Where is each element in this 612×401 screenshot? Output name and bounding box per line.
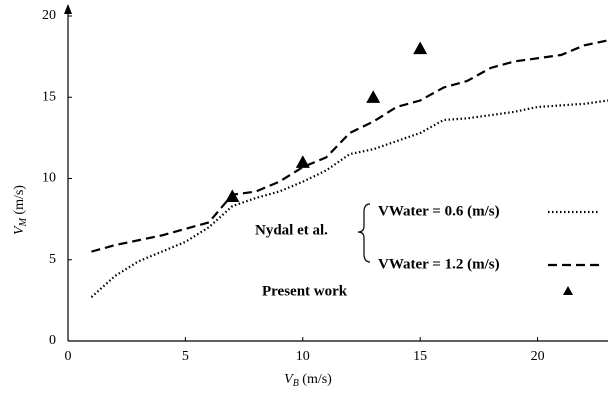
x-axis-title-subscript: B (293, 378, 299, 389)
line (90, 99, 609, 298)
y-axis-arrow (64, 4, 72, 14)
x-axis-title: VB (m/s) (284, 372, 332, 389)
y-axis-title-symbol: V (12, 225, 27, 235)
x-axis-title-unit: (m/s) (299, 372, 332, 387)
legend-marker (563, 286, 573, 295)
legend-group: Nydal et al. (255, 222, 328, 238)
x-axis-title-symbol: V (284, 372, 294, 387)
y-tick-label: 5 (49, 252, 56, 267)
y-axis-title: VM (m/s) (12, 185, 29, 235)
x-tick-label: 10 (296, 349, 310, 364)
y-axis-title-subscript: M (18, 217, 29, 227)
legend-label: VWater = 0.6 (m/s) (378, 203, 500, 219)
line (91, 39, 609, 253)
x-tick-label: 5 (182, 349, 189, 364)
y-tick-label: 0 (49, 333, 56, 348)
marker (295, 155, 310, 168)
x-tick-label: 15 (413, 349, 427, 364)
legend-label: VWater = 1.2 (m/s) (378, 256, 500, 272)
y-axis-title-unit: (m/s) (12, 185, 27, 218)
marker (413, 41, 428, 55)
y-tick-label: 20 (42, 8, 56, 23)
x-tick-label: 20 (531, 349, 545, 364)
y-tick-label: 15 (42, 89, 56, 104)
y-tick-label: 10 (42, 171, 56, 186)
legend-label: Present work (262, 283, 348, 299)
legend-brace (357, 203, 371, 263)
marker (366, 90, 381, 103)
x-tick-label: 0 (65, 349, 72, 364)
marker (225, 189, 240, 202)
